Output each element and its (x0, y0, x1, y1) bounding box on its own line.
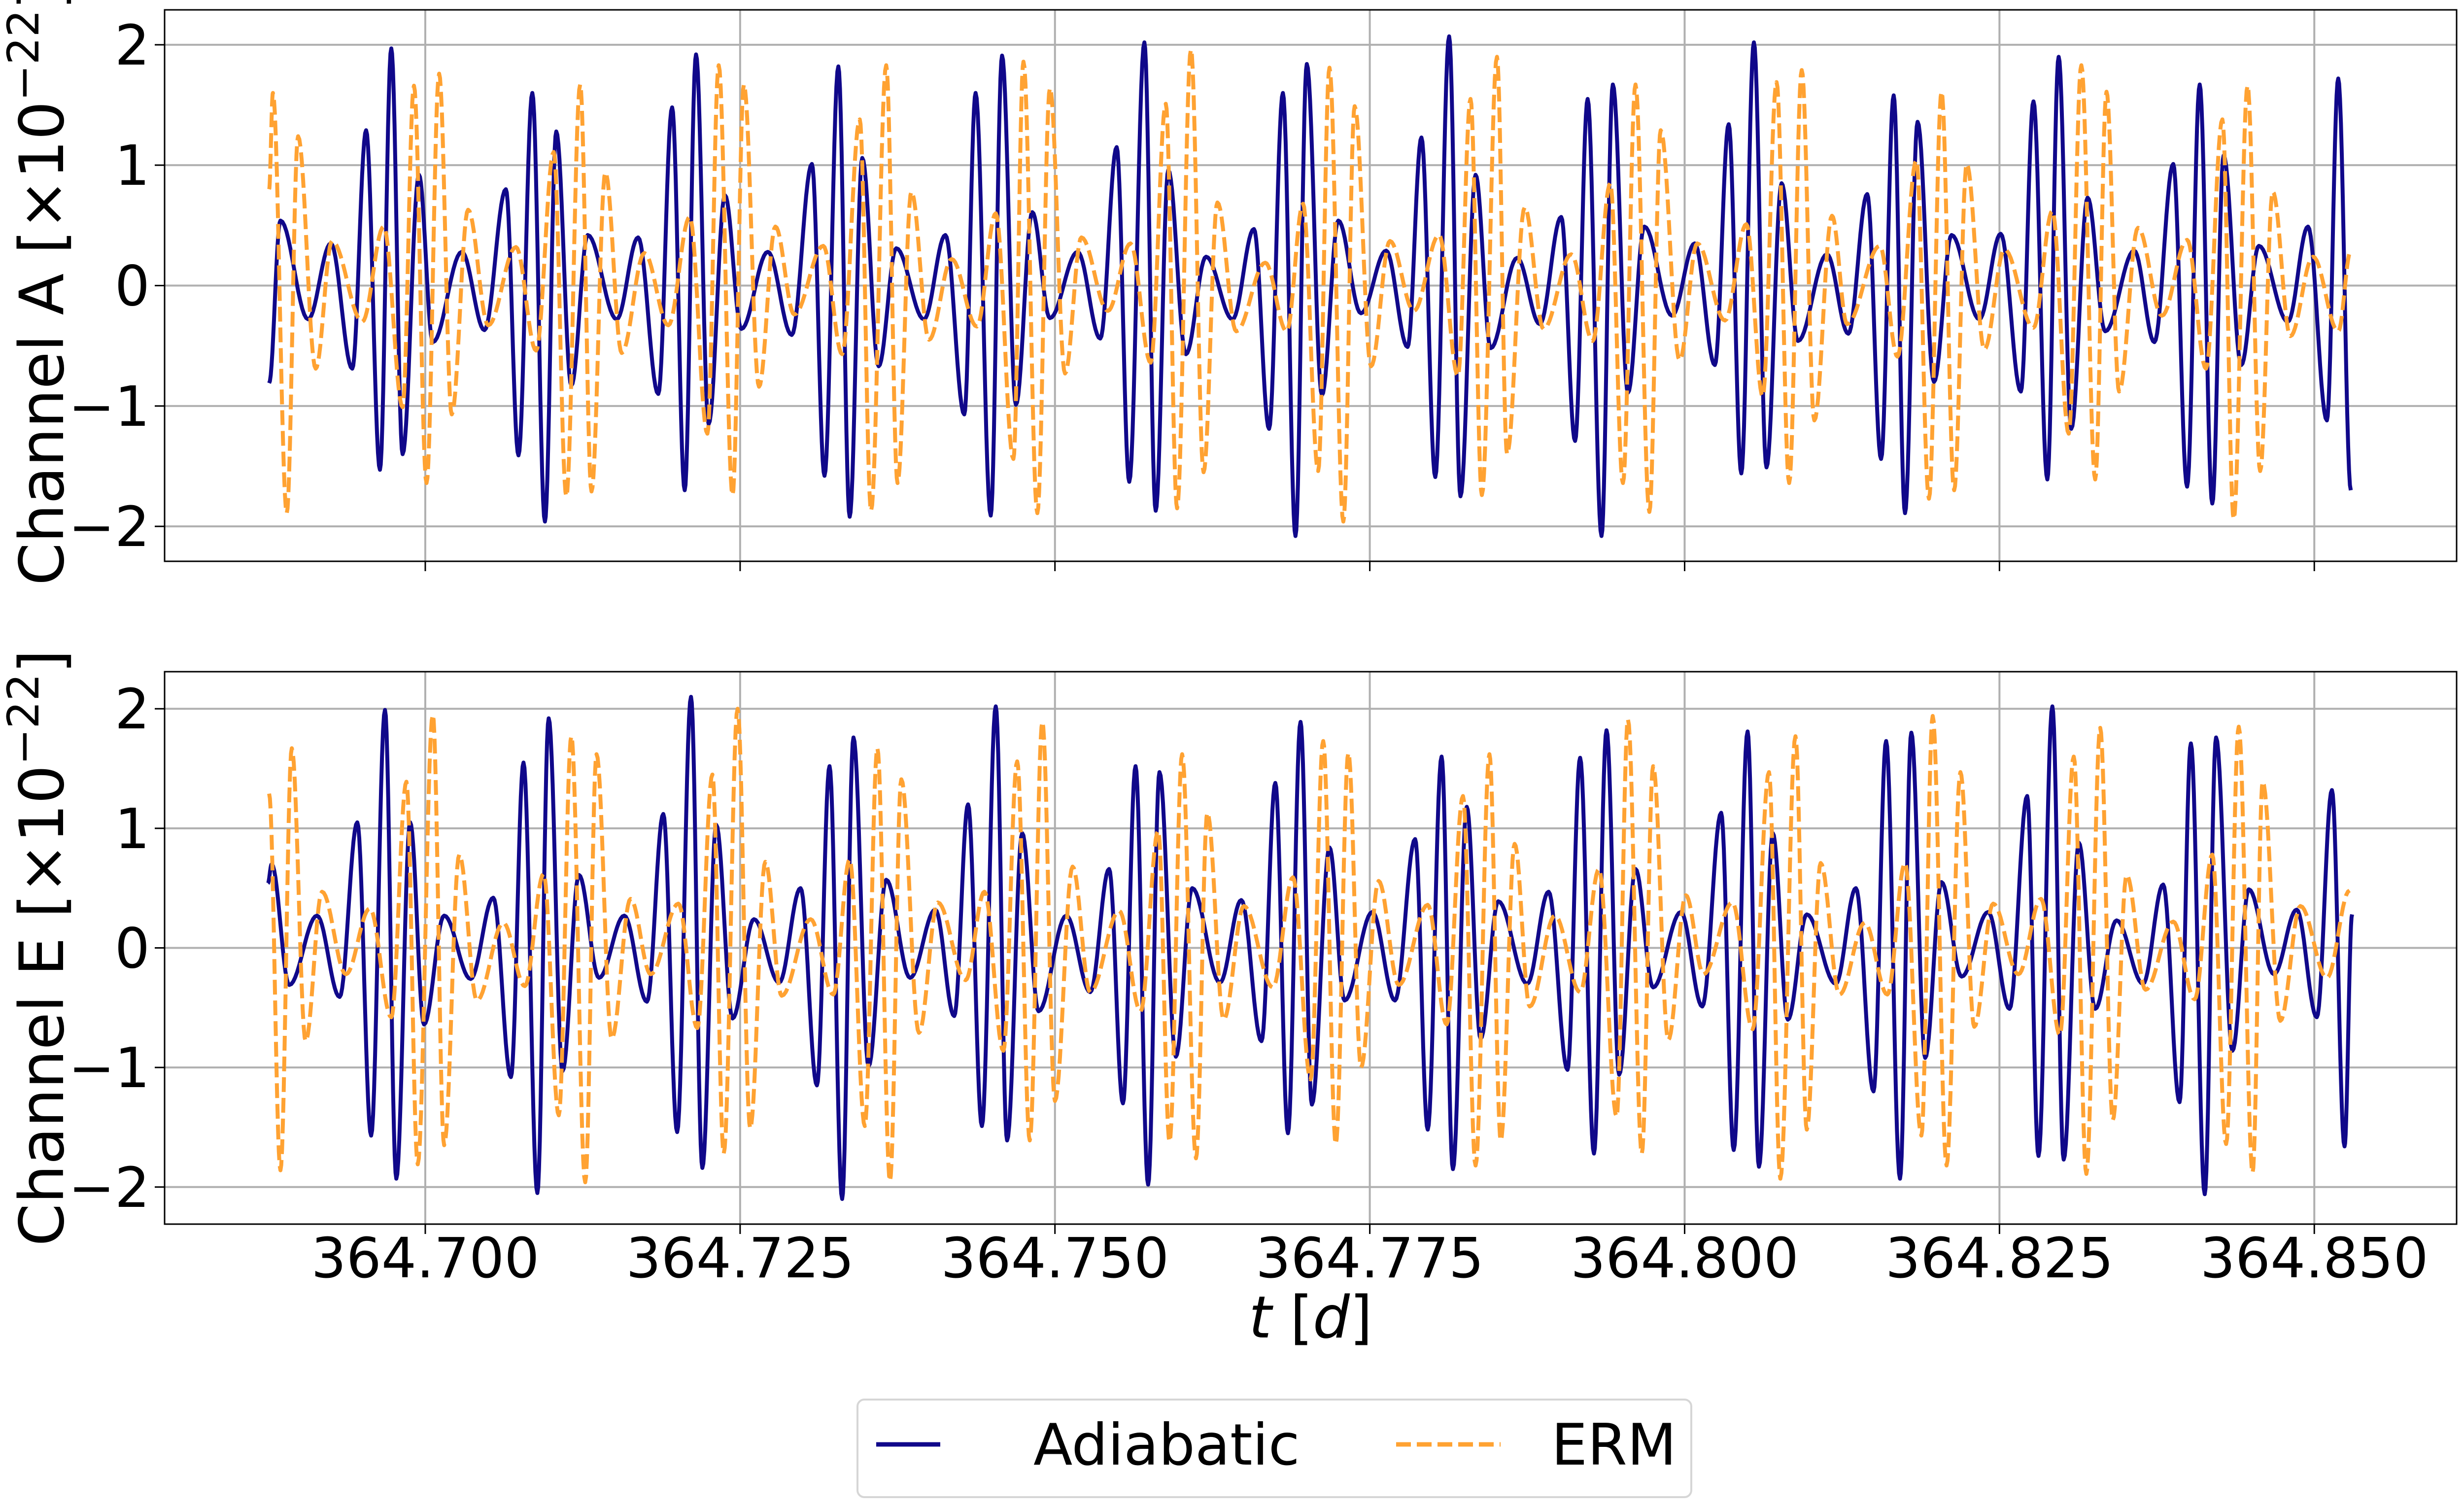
series-line-adiabatic (266, 695, 2354, 1201)
y-tick-label: 2 (115, 14, 150, 78)
x-axis-label-close-bracket: ] (1350, 1283, 1372, 1351)
x-axis-label-open-bracket: [ (1271, 1283, 1313, 1351)
legend-label-erm: ERM (1551, 1412, 1677, 1478)
series-line-erm (267, 47, 2353, 524)
axes-frame (164, 9, 2458, 562)
x-tick-label: 364.750 (941, 1227, 1169, 1291)
y-tick-label: 1 (115, 797, 150, 861)
y-tick-label: 0 (115, 917, 150, 981)
y-axis-label-bracket: ] (7, 650, 78, 673)
y-axis-label-exponent: −22 (0, 9, 49, 101)
axes-frame (164, 671, 2458, 1225)
y-axis-label-bracket: ] (7, 0, 78, 9)
legend-frame (856, 1399, 1692, 1498)
y-tick-label: −2 (68, 1156, 150, 1220)
x-tick-label: 364.700 (311, 1227, 539, 1291)
y-tick-label: 0 (115, 255, 150, 319)
y-tick-label: −1 (68, 375, 150, 439)
y-tick-label: −1 (68, 1036, 150, 1100)
y-axis-label: Channel E [×10−22] (0, 650, 78, 1246)
x-tick-label: 364.800 (1571, 1227, 1799, 1291)
series-line-adiabatic (267, 34, 2353, 538)
legend: Adiabatic ERM (856, 1399, 1692, 1498)
x-tick-label: 364.850 (2200, 1227, 2429, 1291)
legend-label-adiabatic: Adiabatic (1033, 1412, 1300, 1478)
y-axis-label-exponent: −22 (0, 674, 49, 765)
y-tick-label: 2 (115, 678, 150, 742)
y-axis-label-text: Channel A [×10 (7, 101, 78, 585)
y-tick-label: −2 (68, 495, 150, 559)
x-axis-label: t [d] (1249, 1283, 1372, 1351)
x-tick-label: 364.725 (626, 1227, 854, 1291)
x-axis-label-unit: d (1313, 1283, 1350, 1351)
y-axis-label: Channel A [×10−22] (0, 0, 78, 585)
x-axis-label-variable: t (1249, 1283, 1273, 1351)
x-tick-label: 364.775 (1256, 1227, 1484, 1291)
y-axis-label-text: Channel E [×10 (7, 765, 78, 1246)
series-line-erm (267, 707, 2351, 1185)
y-tick-label: 1 (115, 134, 150, 198)
x-tick-label: 364.825 (1885, 1227, 2114, 1291)
